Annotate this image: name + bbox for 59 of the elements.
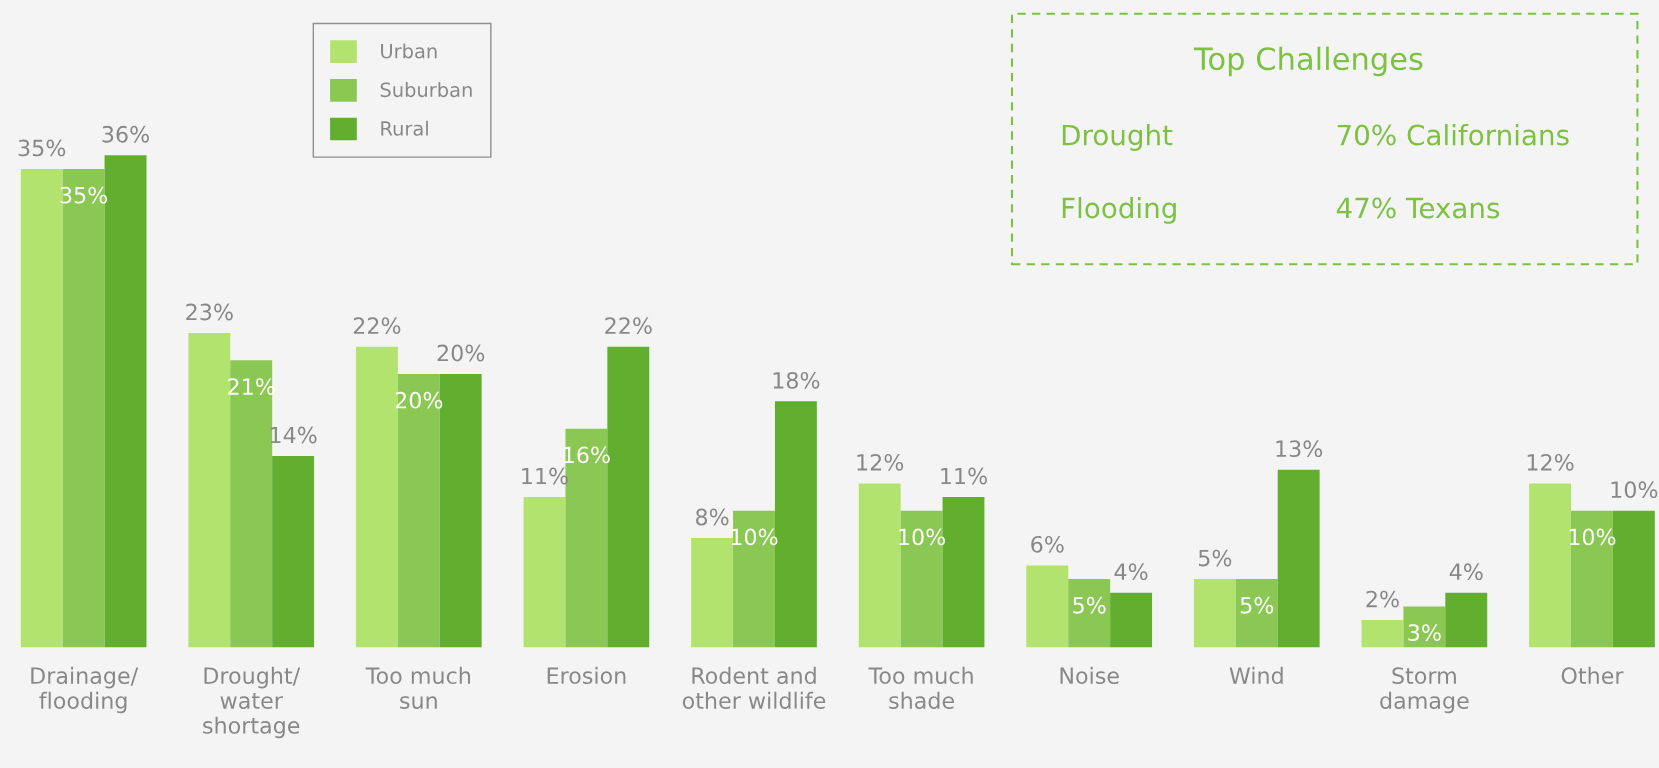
data-label: 22% bbox=[605, 317, 652, 335]
data-label: 35% bbox=[18, 139, 66, 157]
data-label: 35% bbox=[60, 186, 108, 204]
bar bbox=[1235, 579, 1278, 648]
annotation: 47% Texans bbox=[1336, 197, 1500, 219]
data-label: 8% bbox=[695, 508, 729, 526]
x-tick-label: Rodent and other wildlife bbox=[682, 666, 826, 709]
data-label: 4% bbox=[1449, 563, 1483, 581]
x-tick-label: Wind bbox=[1229, 666, 1283, 685]
data-label: 11% bbox=[941, 467, 987, 485]
data-label: 20% bbox=[395, 391, 443, 409]
data-label: 3% bbox=[1408, 624, 1441, 641]
data-label: 5% bbox=[1198, 549, 1232, 567]
x-tick-label: Drought/ water shortage bbox=[203, 666, 301, 739]
x-tick-label: Too much shade bbox=[868, 666, 973, 709]
bar bbox=[1361, 620, 1404, 648]
bar bbox=[1068, 579, 1111, 648]
data-label: 4% bbox=[1114, 563, 1148, 581]
data-label: 10% bbox=[899, 528, 946, 546]
x-tick-label: Storm damage bbox=[1380, 667, 1469, 714]
legend-label: Rural bbox=[381, 120, 428, 136]
data-label: 6% bbox=[1031, 535, 1064, 553]
bar bbox=[230, 360, 273, 648]
bar bbox=[1026, 565, 1069, 648]
x-tick-label: Erosion bbox=[547, 666, 626, 685]
data-label: 23% bbox=[186, 303, 233, 321]
bar bbox=[858, 483, 901, 648]
data-label: 2% bbox=[1366, 590, 1399, 608]
x-tick-label: Drainage/ flooding bbox=[31, 666, 139, 714]
text: Drought bbox=[1062, 124, 1173, 151]
x-tick-label: Noise bbox=[1060, 666, 1119, 685]
x-tick-label: Too much sun bbox=[365, 666, 470, 709]
data-label: 20% bbox=[437, 344, 485, 362]
bar bbox=[62, 168, 105, 648]
bar bbox=[1445, 592, 1488, 648]
data-label: 10% bbox=[731, 528, 778, 546]
bar bbox=[1403, 606, 1446, 648]
bar bbox=[1110, 592, 1153, 648]
bar bbox=[1277, 469, 1320, 648]
data-label: 10% bbox=[1569, 528, 1616, 546]
bar bbox=[272, 456, 315, 648]
data-label: 5% bbox=[1073, 596, 1106, 614]
legend-label: Urban bbox=[381, 43, 437, 59]
data-label: 22% bbox=[353, 317, 401, 335]
data-label: 13% bbox=[1276, 440, 1323, 458]
bar bbox=[523, 497, 566, 648]
x-tick-label: Other bbox=[1561, 666, 1624, 685]
data-label: 36% bbox=[102, 125, 149, 143]
text: Top Challenges bbox=[1193, 46, 1423, 77]
legend-label: Suburban bbox=[380, 82, 472, 98]
data-label: 18% bbox=[773, 371, 820, 389]
data-label: 5% bbox=[1240, 596, 1274, 614]
data-label: 10% bbox=[1611, 481, 1658, 499]
data-label: 12% bbox=[857, 453, 904, 471]
data-label: 12% bbox=[1527, 453, 1574, 471]
bar bbox=[1193, 579, 1236, 648]
text: 70% Californians bbox=[1337, 124, 1569, 146]
bar bbox=[900, 510, 943, 648]
annotation: Flooding bbox=[1062, 196, 1176, 224]
